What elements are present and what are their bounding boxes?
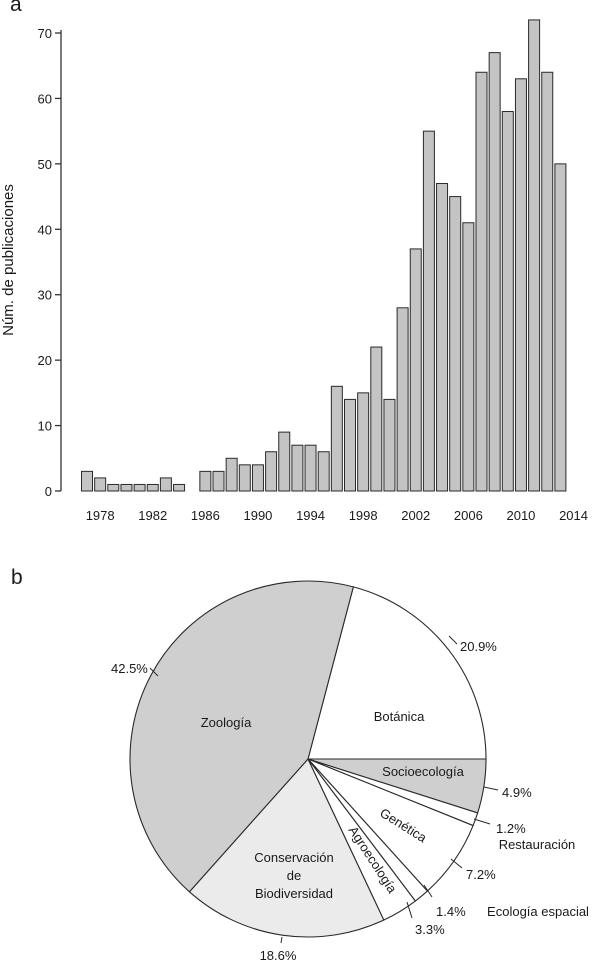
y-tick-label: 30	[38, 288, 52, 303]
slice-percent-label: 7.2%	[466, 867, 496, 882]
x-tick-label: 2010	[506, 508, 535, 523]
slice-percent-label: 18.6%	[260, 948, 297, 962]
leader-line	[406, 901, 413, 919]
slice-label-zoologia: Zoología	[201, 715, 252, 730]
bar	[199, 470, 212, 492]
bar	[514, 78, 527, 492]
panel-label-b: b	[11, 566, 23, 589]
leader-line	[473, 818, 491, 825]
bar	[225, 457, 238, 492]
bar	[383, 398, 396, 492]
bar	[81, 470, 93, 492]
slice-label-conservacion: Conservación	[254, 850, 334, 865]
x-tick-label: 1998	[349, 508, 378, 523]
pie-slice	[129, 580, 355, 893]
x-tick-label: 2014	[559, 508, 588, 523]
leader-line	[280, 936, 283, 944]
bar	[212, 470, 225, 492]
leader-line	[483, 786, 499, 791]
y-tick-label: 40	[38, 222, 52, 237]
slice-percent-label: 1.4%	[436, 904, 466, 919]
bar	[541, 71, 554, 492]
y-tick-label: 50	[38, 157, 52, 172]
leader-line	[450, 858, 463, 869]
x-tick-label: 2006	[454, 508, 483, 523]
bar	[107, 483, 120, 492]
x-tick-label: 1990	[243, 508, 272, 523]
bar	[436, 182, 449, 492]
bar	[475, 71, 488, 492]
bar	[488, 52, 501, 492]
bar	[462, 222, 475, 492]
slice-percent-label: 20.9%	[460, 639, 497, 654]
slice-percent-label: 1.2%	[496, 821, 526, 836]
slice-percent-label: 42.5%	[111, 661, 148, 676]
bar	[501, 111, 514, 492]
slice-percent-label: 4.9%	[502, 785, 532, 800]
bar	[317, 451, 330, 492]
slice-label-conservacion: Biodiversidad	[255, 886, 333, 901]
bar	[554, 163, 567, 492]
pie-slice	[307, 586, 487, 760]
slice-label-ecologia-espacial: Ecología espacial	[487, 904, 589, 919]
bar	[173, 483, 186, 492]
x-tick-label: 1994	[296, 508, 325, 523]
bar	[238, 464, 251, 492]
y-axis-label: Núm. de publicaciones	[0, 184, 17, 336]
slice-label-botanica: Botánica	[374, 709, 425, 724]
pie-slice	[188, 758, 385, 938]
bar	[133, 483, 146, 492]
y-tick-label: 60	[38, 91, 52, 106]
x-tick-label: 2002	[401, 508, 430, 523]
bar	[528, 19, 541, 492]
bar	[357, 392, 370, 492]
bar	[409, 248, 422, 492]
bar	[370, 346, 383, 492]
leader-line	[423, 884, 433, 898]
bar	[146, 483, 159, 492]
y-tick-label: 20	[38, 353, 52, 368]
bar	[265, 451, 278, 492]
bar	[278, 431, 291, 492]
y-tick-label: 0	[45, 484, 52, 499]
x-tick-label: 1978	[86, 508, 115, 523]
y-tick-label: 70	[38, 26, 52, 41]
bar	[330, 385, 343, 492]
x-tick-label: 1986	[191, 508, 220, 523]
leader-line	[448, 635, 458, 645]
bar	[304, 444, 317, 492]
bar	[94, 477, 107, 492]
bar-chart: 0 10 20 30 40 50 60 70 1978 1982 1986 1990 1994 1998 2…	[0, 19, 588, 523]
slice-label-restauracion: Restauración	[499, 837, 576, 852]
panel-label-a: a	[10, 0, 22, 16]
bar	[449, 196, 462, 492]
bar	[251, 464, 264, 492]
bar	[159, 477, 172, 492]
leader-line	[149, 667, 159, 677]
bar	[344, 398, 356, 492]
bar	[291, 444, 304, 492]
bar	[396, 307, 409, 492]
bar	[120, 483, 133, 492]
slice-label-socioecologia: Socioecología	[382, 764, 464, 779]
x-tick-label: 1982	[138, 508, 167, 523]
slice-percent-label: 3.3%	[415, 922, 445, 937]
bar	[422, 130, 435, 492]
y-tick-label: 10	[38, 419, 52, 434]
slice-label-conservacion: de	[287, 868, 301, 883]
